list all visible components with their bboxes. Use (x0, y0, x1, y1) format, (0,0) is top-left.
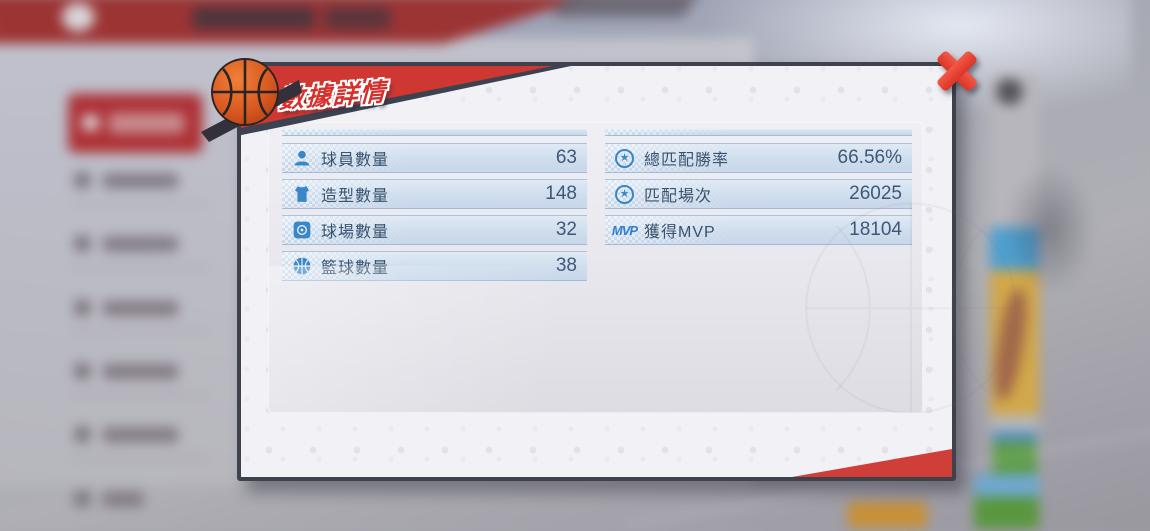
sidebar-item (72, 227, 211, 262)
background-avatar-blob (61, 2, 95, 32)
stat-value: 66.56% (837, 147, 902, 168)
sidebar-item-label-blob (102, 236, 179, 252)
character-card-thumb (992, 431, 1038, 477)
stat-label: 籃球數量 (321, 260, 390, 277)
sidebar-divider (70, 393, 209, 396)
sidebar-divider (70, 266, 209, 269)
stat-value: 26025 (849, 183, 902, 204)
stat-label: 獲得MVP (644, 224, 716, 241)
sidebar-item-icon (74, 172, 91, 189)
clipped-stat-row (282, 129, 587, 136)
stat-label: 匹配場次 (644, 188, 713, 205)
stat-row-mvp: MVP 獲得MVP 18104 (605, 215, 912, 245)
data-details-dialog: 球員數量 63 造型數量 148 球場數量 32 (201, 49, 1017, 481)
sidebar-item-icon (74, 490, 91, 507)
sidebar-selected-icon (82, 115, 99, 131)
stats-column-left: 球員數量 63 造型數量 148 球場數量 32 (282, 129, 587, 413)
sidebar-item-icon (74, 362, 91, 380)
stat-row-players: 球員數量 63 (282, 143, 587, 173)
character-card (989, 74, 1040, 477)
character-card-sky (990, 227, 1040, 271)
background-title-blob (192, 6, 315, 30)
stat-row-courts: 球場數量 32 (282, 215, 587, 245)
stat-row-winrate: ★ 總匹配勝率 66.56% (605, 143, 912, 173)
sidebar-item-label-blob (102, 173, 179, 189)
stat-label: 球場數量 (321, 224, 390, 241)
sidebar-divider (70, 202, 209, 205)
sidebar-item-icon (74, 299, 91, 316)
stat-row-matches: ★ 匹配場次 26025 (605, 179, 912, 209)
background-orange-button (847, 501, 927, 529)
corner-red-wedge (792, 449, 952, 477)
sidebar-item-label-blob (102, 491, 144, 507)
mvp-icon: MVP (611, 222, 638, 238)
character-card-badge (996, 78, 1023, 105)
jersey-icon (291, 184, 312, 205)
player-icon (291, 148, 312, 169)
background-shadow (1003, 162, 1096, 296)
sidebar-item (72, 164, 211, 199)
star-circle-icon: ★ (614, 184, 635, 205)
stats-scroll-panel[interactable]: 球員數量 63 造型數量 148 球場數量 32 (268, 122, 923, 413)
basketball-icon (291, 256, 312, 277)
sidebar-item-label-blob (102, 300, 179, 316)
sidebar-item-icon (74, 426, 91, 443)
basketball-logo (199, 52, 311, 148)
sidebar-item (72, 482, 211, 517)
stat-label: 造型數量 (321, 188, 390, 205)
stat-row-outfits: 造型數量 148 (282, 179, 587, 209)
stat-label: 球員數量 (321, 152, 390, 169)
sidebar-item (72, 418, 211, 453)
background-banner-slant (550, 0, 702, 18)
sidebar-item (72, 355, 211, 390)
stat-value: 18104 (849, 219, 902, 240)
stat-value: 38 (555, 255, 577, 276)
sidebar-item-label-blob (102, 427, 179, 443)
stat-value: 148 (545, 183, 577, 204)
sidebar-divider (70, 456, 209, 459)
court-icon (291, 220, 312, 241)
clipped-stat-row (605, 129, 912, 136)
stat-label: 總匹配勝率 (644, 152, 730, 169)
sidebar-divider (70, 330, 209, 333)
sidebar-item-label-blob (102, 363, 179, 380)
stat-value: 32 (555, 219, 577, 240)
star-circle-icon: ★ (614, 148, 635, 169)
sidebar-item-selected (68, 93, 203, 153)
sidebar-item-icon (74, 235, 91, 252)
stat-row-basketballs: 籃球數量 38 (282, 251, 587, 281)
sidebar-item (72, 292, 211, 327)
stat-value: 63 (555, 147, 577, 168)
stats-column-right: ★ 總匹配勝率 66.56% ★ 匹配場次 26025 MVP 獲得MVP 18… (605, 129, 912, 413)
background-scene-thumb (973, 474, 1040, 530)
close-button[interactable] (932, 46, 982, 96)
background-title-blob (325, 6, 391, 30)
sidebar-selected-label-blob (108, 113, 185, 134)
